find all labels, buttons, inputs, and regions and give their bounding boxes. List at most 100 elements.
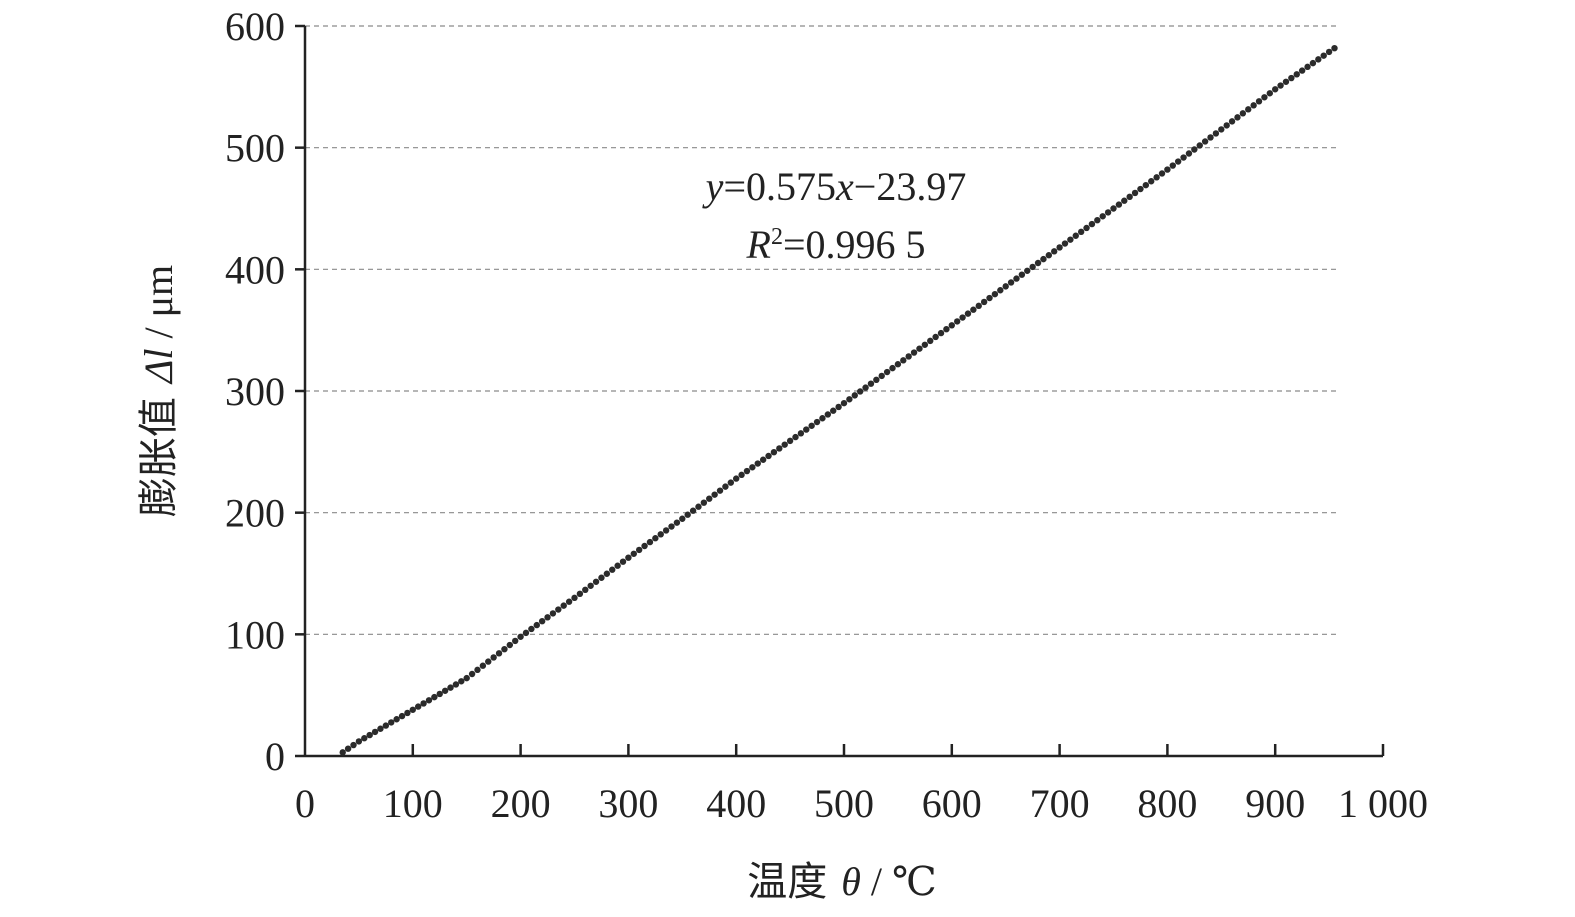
data-point bbox=[512, 637, 519, 645]
data-point bbox=[1002, 283, 1009, 290]
data-point bbox=[598, 574, 605, 581]
data-point bbox=[1207, 134, 1214, 141]
data-point bbox=[1110, 205, 1117, 212]
data-point bbox=[1131, 189, 1139, 197]
equation-annotation: y=0.575x−23.97 bbox=[702, 164, 967, 209]
data-point bbox=[603, 570, 611, 577]
x-tick-label: 200 bbox=[491, 781, 551, 826]
data-point bbox=[770, 448, 778, 456]
data-point bbox=[1288, 74, 1295, 82]
data-point bbox=[1212, 130, 1220, 137]
data-point bbox=[458, 678, 465, 685]
data-point bbox=[538, 617, 546, 625]
data-point bbox=[953, 318, 961, 325]
data-point bbox=[1223, 122, 1230, 129]
data-point bbox=[727, 479, 735, 486]
data-point bbox=[431, 693, 438, 701]
data-point bbox=[1234, 114, 1241, 121]
data-point bbox=[997, 287, 1004, 294]
data-point bbox=[614, 562, 621, 569]
r-squared-sup: 2 bbox=[771, 224, 783, 250]
data-point bbox=[803, 426, 810, 433]
data-point bbox=[1309, 59, 1317, 67]
data-point bbox=[1169, 162, 1176, 169]
data-point bbox=[819, 415, 826, 422]
data-point bbox=[625, 554, 632, 561]
data-point bbox=[1034, 259, 1042, 267]
data-point bbox=[1158, 170, 1166, 177]
r-squared-r: R bbox=[746, 222, 771, 267]
data-point bbox=[576, 590, 584, 598]
data-point bbox=[932, 333, 939, 341]
data-point bbox=[889, 364, 896, 372]
data-point bbox=[501, 645, 508, 653]
data-point bbox=[1201, 138, 1209, 145]
x-tick-label: 800 bbox=[1137, 781, 1197, 826]
equation-y: y bbox=[702, 164, 724, 209]
data-point bbox=[975, 302, 982, 310]
data-point bbox=[1196, 142, 1203, 149]
y-tick-label: 600 bbox=[225, 4, 285, 49]
data-point bbox=[1040, 255, 1047, 263]
data-point bbox=[738, 471, 745, 479]
data-point bbox=[355, 738, 363, 745]
data-point bbox=[733, 475, 740, 482]
data-point bbox=[528, 625, 535, 633]
data-point bbox=[700, 499, 708, 506]
data-point bbox=[964, 310, 972, 317]
data-point bbox=[1325, 48, 1333, 56]
data-point bbox=[635, 546, 643, 554]
data-point bbox=[1298, 67, 1306, 74]
y-tick-label: 500 bbox=[225, 126, 285, 171]
y-tick-label: 0 bbox=[265, 734, 285, 779]
data-point bbox=[786, 437, 794, 445]
data-point bbox=[1293, 71, 1300, 78]
data-point bbox=[840, 399, 848, 407]
x-axis-title-cn: 温度 bbox=[747, 859, 827, 904]
data-point bbox=[1191, 146, 1198, 153]
y-tick-label: 300 bbox=[225, 369, 285, 414]
data-point bbox=[873, 376, 880, 384]
data-point bbox=[1083, 224, 1090, 232]
data-point bbox=[900, 357, 907, 364]
data-point bbox=[970, 306, 977, 313]
data-point bbox=[495, 650, 503, 657]
data-point bbox=[797, 430, 805, 437]
data-point bbox=[555, 606, 562, 613]
ticks bbox=[295, 24, 1385, 758]
data-point bbox=[592, 578, 600, 585]
data-point bbox=[657, 531, 664, 538]
data-point bbox=[485, 658, 492, 665]
data-point bbox=[759, 456, 767, 463]
x-axis-title-symbol: θ bbox=[841, 859, 861, 904]
data-point bbox=[948, 322, 955, 329]
data-point bbox=[344, 745, 352, 752]
data-point bbox=[1018, 271, 1026, 278]
data-point bbox=[1067, 236, 1074, 243]
data-point bbox=[1061, 240, 1069, 247]
data-point bbox=[943, 325, 950, 333]
data-point bbox=[856, 388, 864, 395]
data-point bbox=[1099, 213, 1106, 220]
data-point bbox=[776, 445, 783, 452]
data-point bbox=[927, 337, 934, 345]
data-point bbox=[1024, 267, 1031, 274]
equation-coef: =0.575 bbox=[723, 164, 836, 209]
data-point bbox=[1239, 110, 1247, 117]
data-point bbox=[630, 550, 637, 557]
y-axis-title-symbol: Δl bbox=[136, 349, 181, 386]
data-point bbox=[684, 511, 691, 518]
data-point bbox=[673, 519, 681, 526]
x-tick-label: 100 bbox=[383, 781, 443, 826]
data-point bbox=[549, 610, 557, 617]
data-point bbox=[846, 396, 853, 403]
data-point bbox=[883, 368, 891, 376]
data-point bbox=[706, 495, 713, 502]
data-point bbox=[878, 372, 885, 380]
data-point bbox=[641, 542, 648, 550]
data-point bbox=[350, 741, 357, 749]
data-point bbox=[409, 706, 416, 713]
data-point bbox=[571, 594, 578, 602]
data-point bbox=[1320, 52, 1327, 59]
data-point bbox=[425, 697, 433, 704]
